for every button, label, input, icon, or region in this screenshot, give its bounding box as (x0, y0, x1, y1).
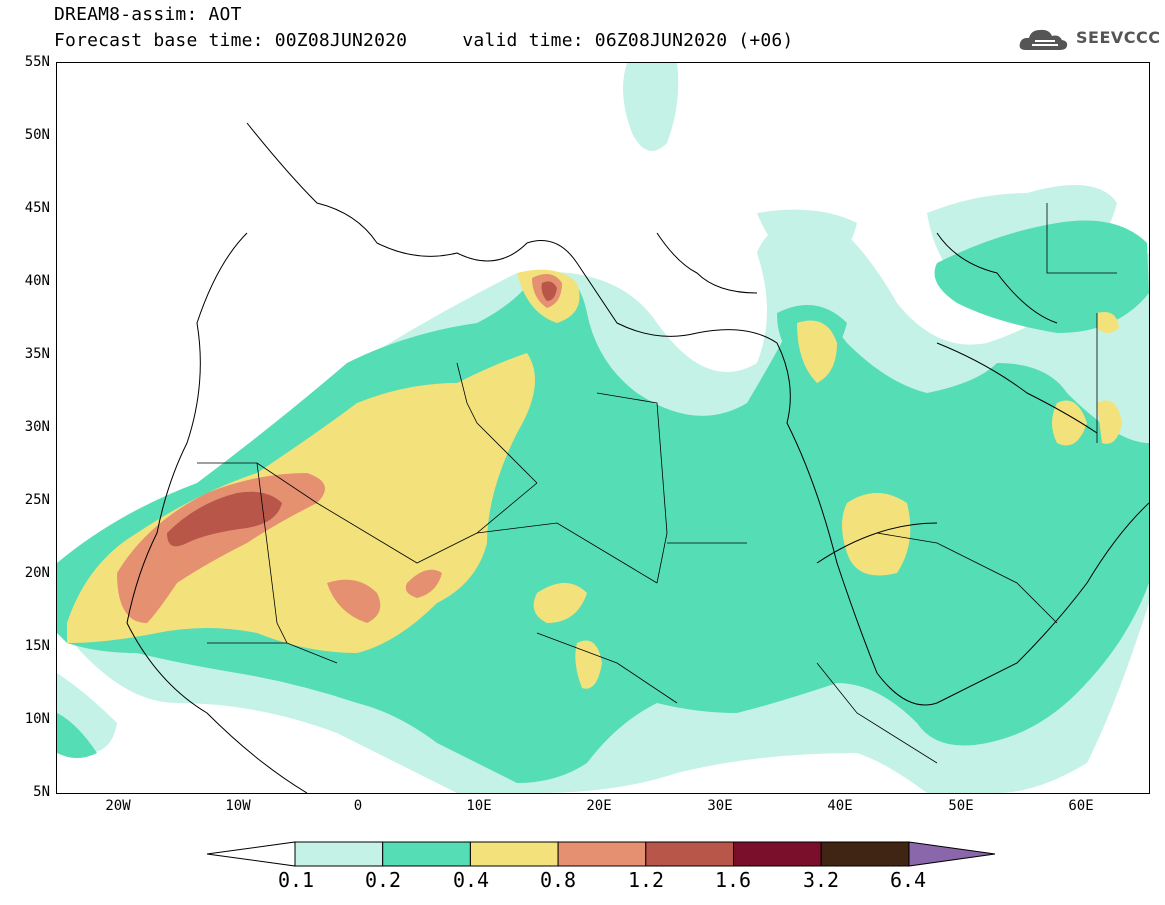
lon-label-20w: 20W (105, 798, 131, 814)
colorbar-swatch (645, 841, 734, 867)
coastlines (126, 122, 1149, 793)
cloud-icon (1019, 29, 1068, 50)
seevccc-logo: SEEVCCC (1018, 24, 1161, 54)
aot-map (56, 62, 1150, 794)
lat-label-15n: 15N (24, 638, 50, 654)
lat-label-25n: 25N (24, 492, 50, 508)
lat-label-50n: 50N (24, 127, 50, 143)
colorbar-swatch (733, 841, 822, 867)
lat-label-35n: 35N (24, 346, 50, 362)
lon-label-30e: 30E (707, 798, 733, 814)
lat-label-55n: 55N (24, 54, 50, 70)
colorbar-label-0-2: 0.2 (364, 868, 402, 892)
logo-text: SEEVCCC (1076, 28, 1161, 47)
aot-map-canvas (57, 63, 1149, 793)
lat-label-20n: 20N (24, 565, 50, 581)
lon-label-60e: 60E (1068, 798, 1094, 814)
colorbar-swatch (820, 841, 910, 867)
lat-label-30n: 30N (24, 419, 50, 435)
lon-label-0: 0 (353, 798, 363, 814)
colorbar-label-0-1: 0.1 (277, 868, 315, 892)
colorbar-label-3-2: 3.2 (802, 868, 840, 892)
lon-label-20e: 20E (586, 798, 612, 814)
colorbar-label-1-2: 1.2 (627, 868, 665, 892)
lat-label-45n: 45N (24, 200, 50, 216)
lat-label-10n: 10N (24, 711, 50, 727)
colorbar-over-arrow (908, 841, 996, 867)
map-title: DREAM8-assim: AOT (54, 4, 242, 25)
colorbar-under-arrow (206, 841, 296, 867)
lat-label-5n: 5N (33, 784, 50, 800)
lat-label-40n: 40N (24, 273, 50, 289)
colorbar-label-1-6: 1.6 (714, 868, 752, 892)
colorbar-swatch (294, 841, 384, 867)
colorbar-label-6-4: 6.4 (889, 868, 927, 892)
colorbar-label-0-4: 0.4 (452, 868, 490, 892)
forecast-time-info: Forecast base time: 00Z08JUN2020 valid t… (54, 30, 794, 51)
colorbar-label-0-8: 0.8 (539, 868, 577, 892)
aot-level-5-shading (167, 281, 557, 547)
aot-colorbar (206, 841, 996, 867)
lon-label-40e: 40E (827, 798, 853, 814)
country-borders (197, 203, 1117, 764)
lon-label-50e: 50E (948, 798, 974, 814)
lon-label-10e: 10E (466, 798, 492, 814)
colorbar-swatch (469, 841, 559, 867)
lon-label-10w: 10W (225, 798, 251, 814)
colorbar-swatch (382, 841, 471, 867)
colorbar-swatch (557, 841, 647, 867)
